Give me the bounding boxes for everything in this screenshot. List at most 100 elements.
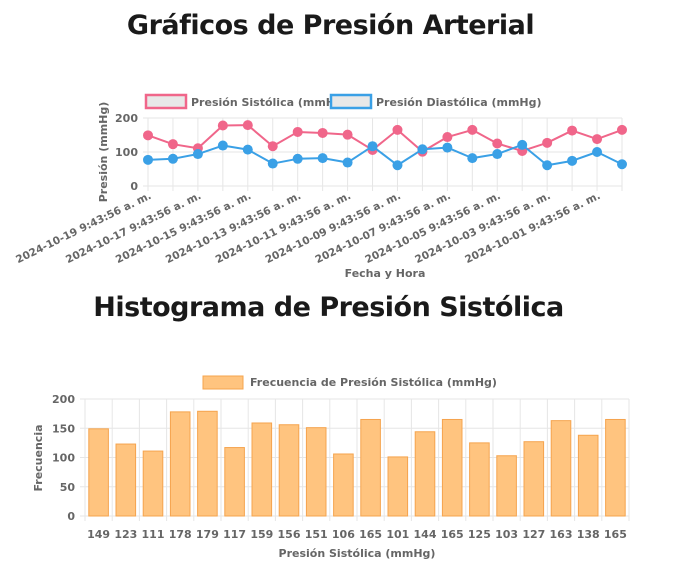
histogram-bar — [441, 418, 463, 517]
data-point — [317, 127, 328, 138]
legend-swatch — [202, 375, 244, 390]
data-point — [542, 137, 553, 148]
histogram-bar — [496, 455, 517, 517]
x-tick-label: 165 — [359, 528, 382, 541]
series-segment — [521, 144, 548, 167]
histogram-bar — [278, 424, 300, 517]
line-chart-title: Gráficos de Presión Arterial — [126, 10, 535, 41]
data-point — [417, 144, 428, 155]
data-point — [517, 139, 528, 150]
x-tick-label: 179 — [196, 528, 219, 541]
histogram-bar — [197, 410, 218, 517]
x-tick-label: 163 — [550, 528, 573, 541]
y-tick-label: 0 — [130, 180, 138, 193]
data-point — [492, 149, 503, 160]
y-axis-title: Frecuencia — [32, 424, 45, 491]
data-point — [217, 120, 228, 131]
line-chart: Presión Sistólica (mmHg) Presión Diastóli… — [14, 93, 627, 280]
histogram-title: Histograma de Presión Sistólica — [93, 292, 564, 323]
series-segment — [197, 124, 224, 149]
x-axis-title: Presión Sistólica (mmHg) — [279, 547, 436, 560]
data-point — [567, 125, 578, 136]
data-point — [467, 153, 478, 164]
data-point — [267, 141, 278, 152]
data-point — [442, 142, 453, 153]
y-tick-label: 50 — [60, 481, 76, 494]
x-tick-label: 125 — [468, 528, 491, 541]
histogram-bar — [224, 447, 245, 517]
x-tick-label: 117 — [223, 528, 246, 541]
x-tick-label: 151 — [305, 528, 328, 541]
data-point — [192, 149, 203, 160]
data-point — [292, 153, 303, 164]
series-segment — [247, 124, 274, 147]
histogram-bar — [469, 442, 490, 517]
data-point — [492, 138, 503, 149]
data-point — [242, 120, 253, 131]
x-tick-label: 159 — [250, 528, 273, 541]
x-tick-label: 165 — [441, 528, 464, 541]
legend-swatch — [144, 93, 188, 110]
legend-label: Frecuencia de Presión Sistólica (mmHg) — [250, 376, 497, 389]
x-tick-label: 165 — [604, 528, 627, 541]
series-segment — [371, 145, 399, 167]
data-point — [542, 160, 553, 171]
legend-label: Presión Diastólica (mmHg) — [376, 96, 542, 109]
x-tick-label: 156 — [278, 528, 301, 541]
data-point — [392, 124, 403, 135]
x-tick-label: 149 — [87, 528, 110, 541]
x-tick-label: 127 — [522, 528, 545, 541]
data-point — [392, 160, 403, 171]
histogram-bar — [333, 453, 354, 517]
x-tick-label: 144 — [414, 528, 437, 541]
legend-label: Presión Sistólica (mmHg) — [191, 96, 348, 109]
y-tick-label: 0 — [67, 510, 75, 523]
legend-swatch — [329, 93, 373, 110]
histogram-bar — [387, 456, 409, 517]
data-point — [267, 158, 278, 169]
data-point — [342, 129, 353, 140]
y-tick-label: 150 — [52, 422, 75, 435]
data-point — [442, 132, 453, 143]
data-point — [617, 159, 627, 170]
data-point — [242, 144, 253, 155]
data-point — [143, 130, 153, 141]
histogram-bar — [414, 431, 436, 517]
data-point — [217, 140, 228, 151]
histogram-bar — [251, 422, 273, 517]
histogram-bar — [169, 411, 191, 517]
histogram-bar — [305, 427, 327, 517]
histogram-bar — [115, 443, 137, 517]
histogram-bar — [523, 441, 545, 517]
histogram-bar — [360, 418, 381, 517]
x-tick-label: 178 — [169, 528, 192, 541]
histogram-bar — [577, 434, 599, 517]
data-point — [167, 139, 178, 150]
data-point — [367, 141, 378, 152]
data-point — [342, 157, 353, 168]
histogram-bar — [88, 428, 109, 517]
y-tick-label: 200 — [115, 112, 138, 125]
data-point — [592, 147, 603, 157]
x-tick-label: 123 — [114, 528, 137, 541]
x-tick-label: 101 — [386, 528, 409, 541]
data-point — [467, 124, 478, 135]
data-point — [567, 155, 578, 166]
y-tick-label: 200 — [52, 393, 75, 406]
data-point — [617, 124, 627, 135]
data-point — [143, 154, 153, 165]
x-tick-label: 138 — [577, 528, 600, 541]
x-axis-title: Fecha y Hora — [345, 267, 426, 280]
y-tick-label: 100 — [115, 146, 138, 159]
histogram-bar — [142, 450, 164, 517]
data-point — [167, 153, 178, 164]
data-point — [317, 153, 328, 164]
histogram-bar — [550, 420, 572, 517]
y-tick-label: 100 — [52, 452, 75, 465]
data-point — [292, 126, 303, 137]
x-tick-label: 111 — [142, 528, 165, 541]
x-tick-label: 106 — [332, 528, 355, 541]
y-axis-title: Presión (mmHg) — [97, 102, 110, 203]
histogram-bar — [605, 418, 626, 517]
